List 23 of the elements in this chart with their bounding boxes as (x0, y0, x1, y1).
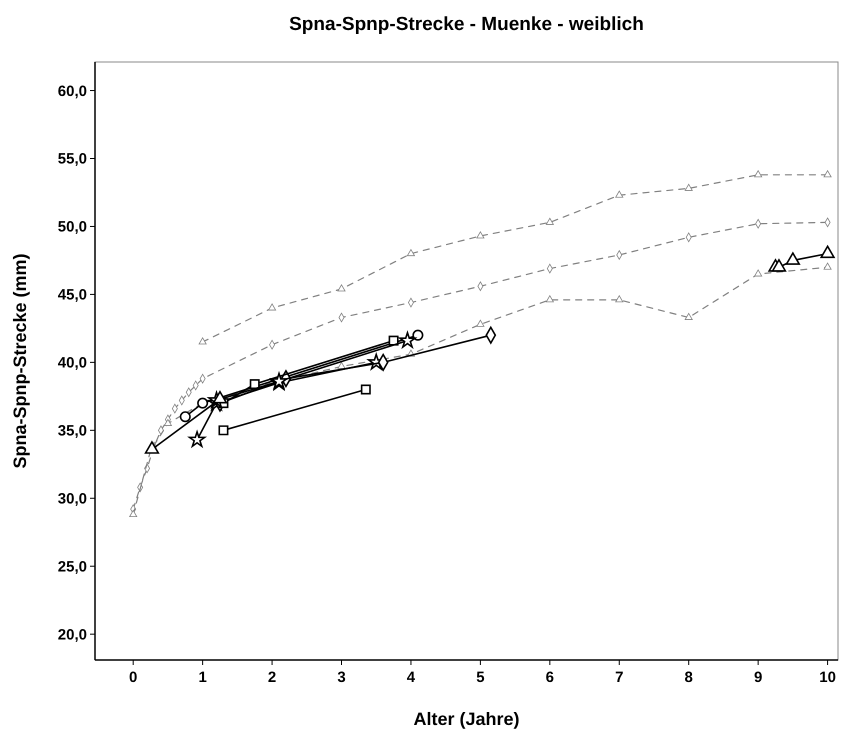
x-tick-label: 8 (684, 669, 693, 686)
x-tick-label: 0 (129, 669, 138, 686)
x-tick-label: 10 (819, 669, 836, 686)
y-tick-label: 30,0 (58, 490, 87, 508)
y-tick-label: 55,0 (58, 150, 87, 168)
x-tick-label: 3 (337, 669, 346, 686)
x-tick-label: 5 (476, 669, 485, 686)
chart-title: Spna-Spnp-Strecke - Muenke - weiblich (289, 14, 644, 35)
x-tick-label: 1 (198, 669, 207, 686)
y-tick-label: 25,0 (58, 558, 87, 576)
y-tick-label: 45,0 (58, 286, 87, 304)
y-tick-label: 50,0 (58, 218, 87, 236)
x-tick-label: 4 (406, 669, 416, 686)
y-tick-label: 35,0 (58, 422, 87, 440)
x-tick-label: 7 (615, 669, 624, 686)
x-tick-label: 2 (268, 669, 276, 686)
y-tick-label: 20,0 (58, 626, 87, 644)
y-axis-title: Spna-Spnp-Strecke (mm) (10, 253, 30, 469)
x-tick-label: 9 (754, 669, 762, 686)
x-tick-label: 6 (546, 669, 554, 686)
x-axis-title: Alter (Jahre) (413, 709, 520, 729)
y-tick-label: 60,0 (58, 82, 87, 100)
y-tick-label: 40,0 (58, 354, 87, 372)
